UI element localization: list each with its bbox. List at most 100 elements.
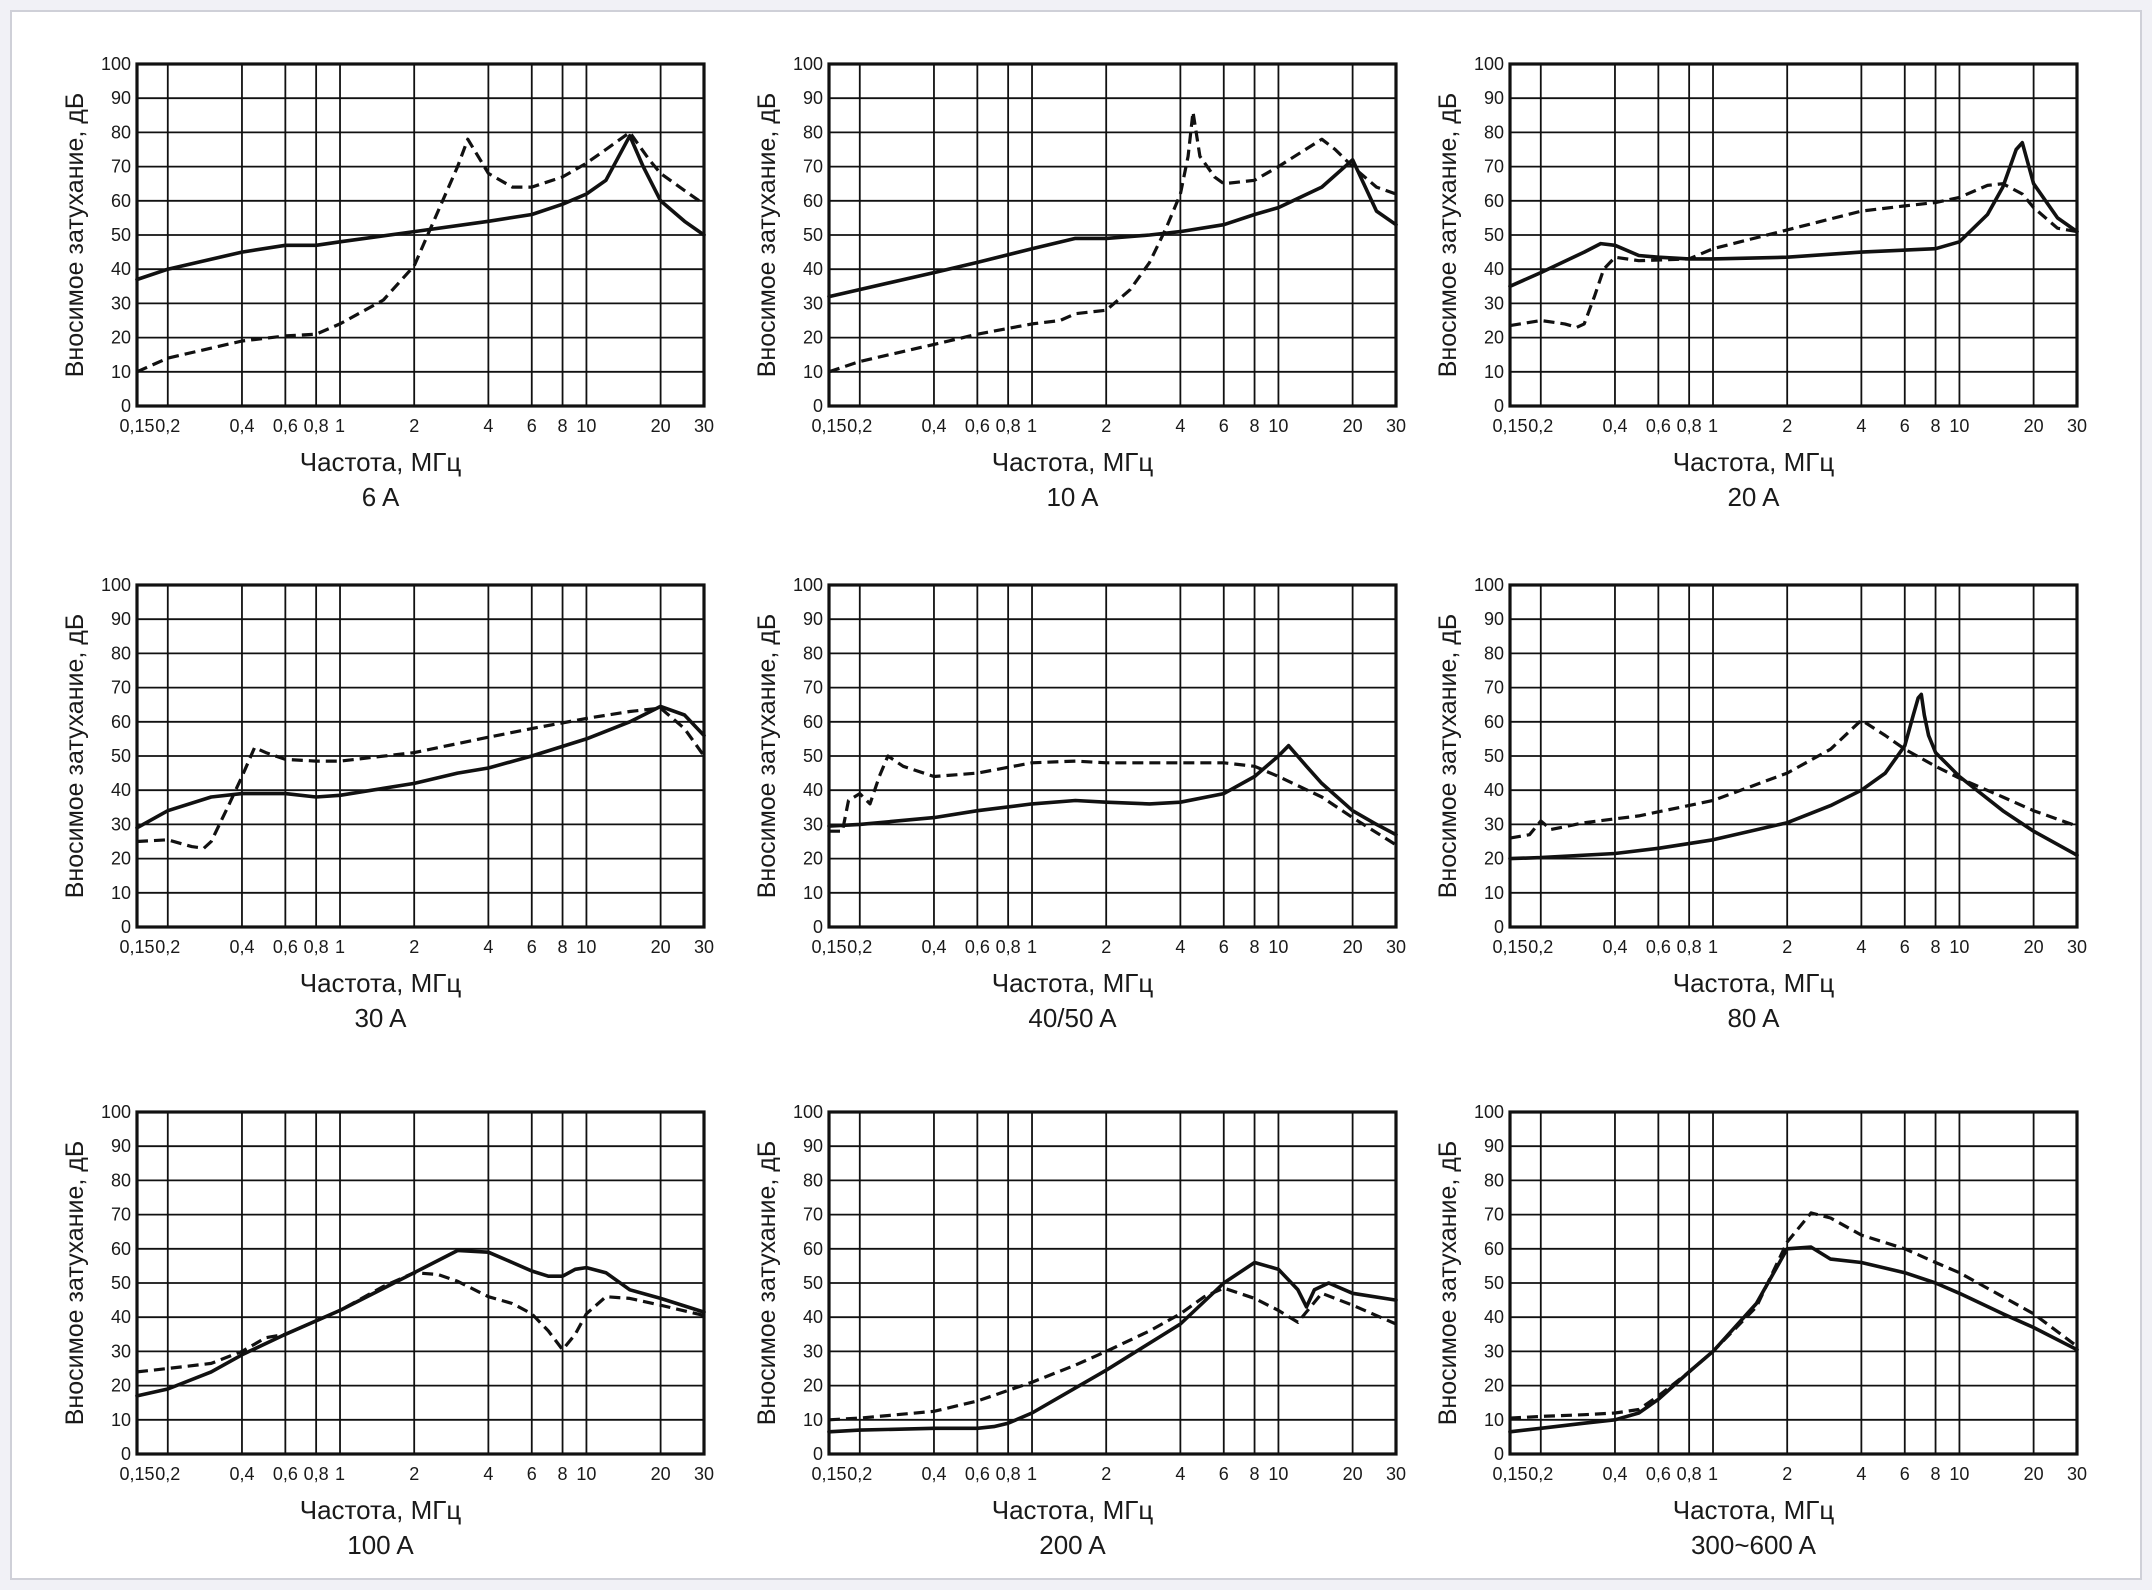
- x-tick-label: 1: [1027, 1464, 1037, 1484]
- x-tick-label: 0,15: [1492, 416, 1527, 436]
- x-tick-label: 0,4: [1602, 937, 1627, 957]
- x-tick-label: 1: [1708, 937, 1718, 957]
- x-axis-label: Частота, МГц: [992, 1495, 1154, 1525]
- y-tick-label: 80: [803, 1170, 823, 1190]
- y-tick-label: 70: [803, 1205, 823, 1225]
- plot-frame: [1508, 62, 2079, 408]
- x-tick-label: 1: [1708, 416, 1718, 436]
- x-tick-label: 20: [2024, 416, 2044, 436]
- y-tick-label: 60: [803, 712, 823, 732]
- y-tick-label: 70: [1484, 157, 1504, 177]
- x-tick-label: 0,8: [996, 937, 1021, 957]
- x-tick-label: 0,15: [119, 416, 154, 436]
- series-line-solid: [1508, 1245, 2079, 1434]
- x-tick-label: 0,15: [811, 416, 846, 436]
- x-tick-label: 4: [1175, 937, 1185, 957]
- chart-caption: 6 A: [362, 482, 400, 512]
- y-tick-label: 20: [111, 849, 131, 869]
- x-tick-label: 2: [1101, 1464, 1111, 1484]
- series-line-dashed: [829, 754, 1397, 847]
- plot-frame: [827, 62, 1398, 408]
- x-tick-label: 0,2: [1528, 937, 1553, 957]
- y-tick-label: 50: [111, 225, 131, 245]
- y-tick-label: 50: [1484, 1273, 1504, 1293]
- x-axis-label: Частота, МГц: [1673, 1495, 1835, 1525]
- x-tick-label: 4: [1856, 937, 1866, 957]
- x-tick-label: 8: [1250, 416, 1260, 436]
- y-tick-label: 20: [803, 328, 823, 348]
- x-tick-label: 20: [1343, 1464, 1363, 1484]
- y-tick-label: 50: [803, 746, 823, 766]
- x-tick-label: 4: [1856, 416, 1866, 436]
- chart-panel-8: 0 10 20 30 40 50 60 70 80 90 100 0,15 0,2 0,4 0,6 0,8 1 2…: [753, 1102, 1406, 1560]
- x-tick-label: 8: [558, 416, 568, 436]
- y-tick-label: 50: [111, 1273, 131, 1293]
- x-tick-label: 10: [1268, 416, 1288, 436]
- y-axis-label: Вносимое затухание, дБ: [1434, 614, 1462, 899]
- x-tick-label: 6: [527, 416, 537, 436]
- y-tick-label: 90: [1484, 609, 1504, 629]
- y-tick-label: 90: [111, 1136, 131, 1156]
- y-tick-label: 0: [1494, 917, 1504, 937]
- y-tick-label: 0: [813, 917, 823, 937]
- y-tick-label: 40: [111, 1307, 131, 1327]
- chart-caption: 200 A: [1039, 1530, 1106, 1560]
- x-tick-label: 0,4: [921, 1464, 946, 1484]
- x-axis-label: Частота, МГц: [992, 447, 1154, 477]
- x-tick-label: 10: [1268, 1464, 1288, 1484]
- x-tick-label: 0,8: [304, 1464, 329, 1484]
- y-tick-label: 70: [1484, 678, 1504, 698]
- x-tick-label: 2: [1782, 1464, 1792, 1484]
- chart-panel-9: 0 10 20 30 40 50 60 70 80 90 100 0,15 0,2 0,4 0,6 0,8 1 2…: [1434, 1102, 2087, 1560]
- y-tick-label: 80: [111, 1170, 131, 1190]
- chart-panel-2: 0 10 20 30 40 50 60 70 80 90 100 0,15 0,2 0,4 0,6 0,8 1 2…: [753, 54, 1406, 512]
- x-tick-label: 20: [1343, 416, 1363, 436]
- y-tick-label: 20: [1484, 1376, 1504, 1396]
- x-tick-label: 0,6: [965, 937, 990, 957]
- x-tick-label: 4: [483, 416, 493, 436]
- x-tick-label: 0,8: [996, 1464, 1021, 1484]
- y-tick-label: 30: [803, 814, 823, 834]
- y-tick-label: 0: [121, 1444, 131, 1464]
- x-tick-label: 10: [576, 1464, 596, 1484]
- x-tick-label: 10: [1949, 416, 1969, 436]
- x-tick-label: 0,4: [1602, 416, 1627, 436]
- y-tick-label: 70: [111, 157, 131, 177]
- y-axis-label: Вносимое затухание, дБ: [1434, 1141, 1462, 1426]
- x-tick-label: 1: [1027, 416, 1037, 436]
- y-tick-label: 100: [101, 54, 131, 74]
- y-tick-label: 10: [1484, 883, 1504, 903]
- x-axis-label: Частота, МГц: [300, 447, 462, 477]
- x-tick-label: 2: [409, 416, 419, 436]
- x-axis-label: Частота, МГц: [1673, 447, 1835, 477]
- y-tick-label: 20: [1484, 328, 1504, 348]
- series-line-dashed: [136, 706, 706, 850]
- y-tick-label: 40: [111, 259, 131, 279]
- x-tick-label: 0,15: [119, 937, 154, 957]
- x-tick-label: 0,15: [1492, 1464, 1527, 1484]
- x-tick-label: 8: [1250, 1464, 1260, 1484]
- series-line-dashed: [1509, 718, 2078, 840]
- x-tick-label: 1: [335, 1464, 345, 1484]
- x-tick-label: 30: [1386, 937, 1406, 957]
- x-tick-label: 0,4: [921, 937, 946, 957]
- x-tick-label: 0,2: [847, 416, 872, 436]
- x-tick-label: 0,8: [304, 937, 329, 957]
- chart-caption: 10 A: [1046, 482, 1099, 512]
- y-tick-label: 10: [111, 883, 131, 903]
- x-tick-label: 20: [651, 416, 671, 436]
- y-tick-label: 60: [111, 191, 131, 211]
- y-tick-label: 90: [803, 88, 823, 108]
- y-tick-label: 30: [111, 1341, 131, 1361]
- x-tick-label: 4: [483, 1464, 493, 1484]
- y-tick-label: 10: [1484, 1410, 1504, 1430]
- x-tick-label: 1: [1708, 1464, 1718, 1484]
- y-tick-label: 60: [803, 191, 823, 211]
- y-tick-label: 100: [793, 575, 823, 595]
- x-tick-label: 30: [2067, 416, 2087, 436]
- y-tick-label: 40: [803, 1307, 823, 1327]
- x-tick-label: 2: [1101, 937, 1111, 957]
- plot-frame: [135, 1110, 706, 1456]
- x-tick-label: 20: [2024, 1464, 2044, 1484]
- x-tick-label: 0,6: [273, 1464, 298, 1484]
